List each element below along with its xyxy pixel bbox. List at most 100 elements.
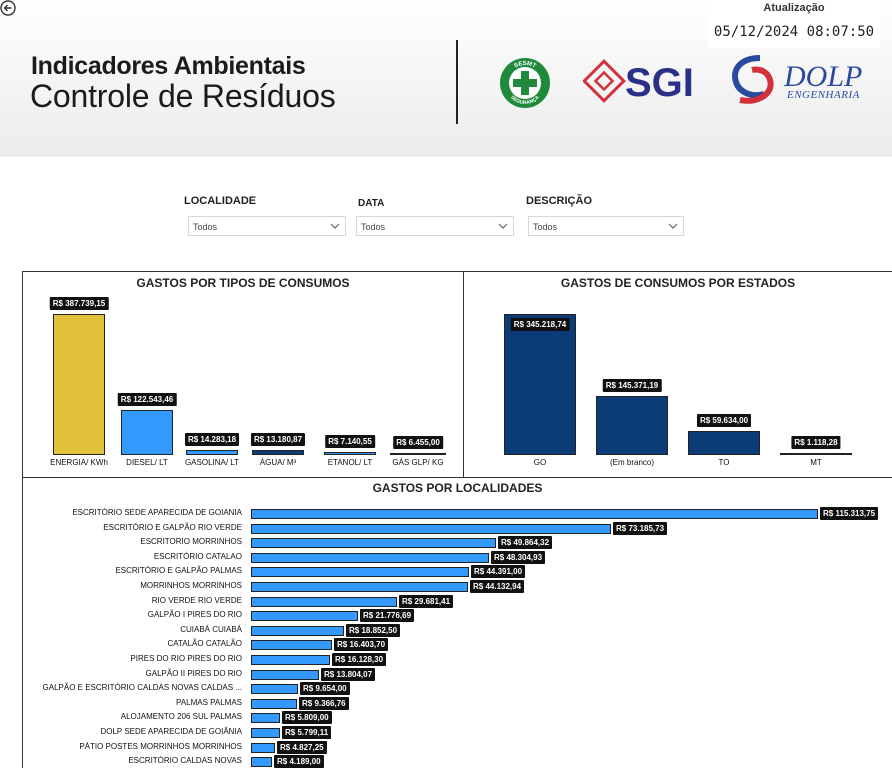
bar[interactable] xyxy=(251,743,275,753)
update-label: Atualização xyxy=(763,2,825,14)
bar-value-label: R$ 44.132,94 xyxy=(470,580,525,593)
category-label: TO xyxy=(718,458,730,467)
bar[interactable] xyxy=(251,640,332,650)
bar-value-label: R$ 6.455,00 xyxy=(393,436,443,449)
bar-value-label: R$ 122.543,46 xyxy=(117,393,177,406)
bar[interactable] xyxy=(251,699,297,709)
bar[interactable] xyxy=(596,396,668,455)
bar[interactable] xyxy=(251,655,330,665)
report-subtitle: Controle de Resíduos xyxy=(30,78,336,114)
bar-value-label: R$ 13.180,87 xyxy=(250,433,306,446)
chart-consumption-types-title: GASTOS POR TIPOS DE CONSUMOS xyxy=(136,276,350,290)
bar[interactable] xyxy=(186,450,238,455)
bar-value-label: R$ 5.799,11 xyxy=(282,726,332,739)
bar[interactable] xyxy=(390,453,446,455)
bar[interactable] xyxy=(53,314,105,455)
category-label: MT xyxy=(810,458,822,467)
filter-data-select[interactable]: Todos xyxy=(356,216,514,236)
bar[interactable] xyxy=(251,509,818,519)
bar[interactable] xyxy=(251,524,611,534)
location-label: CUIABÁ CUIABÁ xyxy=(180,625,242,634)
bar[interactable] xyxy=(251,538,496,548)
location-label: RIO VERDE RIO VERDE xyxy=(151,596,242,605)
chevron-down-icon xyxy=(498,223,508,229)
location-label: ESCRITÓRIO CALDAS NOVAS xyxy=(128,756,242,765)
bar-value-label: R$ 1.118,28 xyxy=(791,436,841,449)
chevron-down-icon xyxy=(668,223,678,229)
filter-localidade-select[interactable]: Todos xyxy=(188,216,346,236)
report-header: Indicadores Ambientais Controle de Resíd… xyxy=(0,0,892,157)
bar[interactable] xyxy=(251,553,489,563)
bar[interactable] xyxy=(688,431,760,455)
bar[interactable] xyxy=(251,611,358,621)
filter-descricao: DESCRIÇÃO xyxy=(526,195,592,207)
location-label: ALOJAMENTO 206 SUL PALMAS xyxy=(120,712,242,721)
category-label: ÁGUA/ M³ xyxy=(259,458,297,467)
bar-value-label: R$ 7.140,55 xyxy=(325,435,375,448)
sesmt-bottom-text: SEGURANÇA xyxy=(509,94,541,106)
bar[interactable] xyxy=(251,626,344,636)
category-label: GASOLINA/ LT xyxy=(184,458,240,467)
filter-localidade-value: Todos xyxy=(193,222,218,232)
location-label: GALPÃO E ESCRITÓRIO CALDAS NOVAS CALDAS … xyxy=(42,683,242,692)
bar[interactable] xyxy=(121,410,173,455)
dolp-text: DOLP xyxy=(783,60,862,93)
filter-localidade-label: LOCALIDADE xyxy=(184,195,257,207)
filter-descricao-select[interactable]: Todos xyxy=(528,216,684,236)
bar-value-label: R$ 59.634,00 xyxy=(696,414,752,427)
bar-value-label: R$ 13.804,07 xyxy=(321,668,376,681)
back-arrow-icon[interactable] xyxy=(0,0,18,18)
svg-text:SEGURANÇA: SEGURANÇA xyxy=(509,94,541,106)
bar-value-label: R$ 16.403,70 xyxy=(334,638,389,651)
bar[interactable] xyxy=(251,582,468,592)
category-label: DIESEL/ LT xyxy=(126,458,168,467)
bar[interactable] xyxy=(251,670,319,680)
update-timestamp: 05/12/2024 08:07:50 xyxy=(713,24,875,40)
location-label: CATALÃO CATALÃO xyxy=(167,639,242,648)
svg-text:SESMT: SESMT xyxy=(513,61,537,70)
sgi-logo: SGI xyxy=(583,59,694,104)
bar-value-label: R$ 145.371,19 xyxy=(602,379,662,392)
bar-value-label: R$ 5.809,00 xyxy=(282,711,332,724)
dolp-logo: DOLP ENGENHARIA xyxy=(732,55,862,104)
bar[interactable] xyxy=(324,452,376,455)
filter-descricao-value: Todos xyxy=(533,222,558,232)
bar[interactable] xyxy=(251,597,397,607)
bar-value-label: R$ 18.852,50 xyxy=(346,624,401,637)
dolp-subtext: ENGENHARIA xyxy=(786,89,860,101)
bar-value-label: R$ 387.739,15 xyxy=(49,297,109,310)
bar[interactable] xyxy=(252,450,304,455)
bar[interactable] xyxy=(251,684,298,694)
category-label: GÁS GLP/ KG xyxy=(392,458,444,467)
bar[interactable] xyxy=(504,314,576,455)
bar-value-label: R$ 44.391,00 xyxy=(471,565,526,578)
category-label: (Em branco) xyxy=(609,458,655,467)
bar[interactable] xyxy=(251,728,280,738)
bar[interactable] xyxy=(251,713,280,723)
chart-locations: GASTOS POR LOCALIDADES ESCRITÓRIO SEDE A… xyxy=(22,477,892,768)
bar[interactable] xyxy=(251,757,272,767)
sesmt-logo: SESMT SEGURANÇA xyxy=(500,58,550,108)
bar-value-label: R$ 9.654,00 xyxy=(300,682,350,695)
category-label: ETANOL/ LT xyxy=(327,458,373,467)
location-label: PÁTIO POSTES MORRINHOS MORRINHOS xyxy=(79,742,242,751)
bar[interactable] xyxy=(780,453,852,455)
filter-data-label: DATA xyxy=(358,198,385,209)
bar-value-label: R$ 4.827,25 xyxy=(277,741,327,754)
bar-value-label: R$ 4.189,00 xyxy=(274,755,324,768)
bar-value-label: R$ 29.681,41 xyxy=(399,595,454,608)
location-label: PALMAS PALMAS xyxy=(176,698,242,707)
chart-states: GASTOS DE CONSUMOS POR ESTADOS R$ 345.21… xyxy=(463,271,892,478)
update-box: Atualização 05/12/2024 08:07:50 xyxy=(708,0,880,48)
bar-value-label: R$ 73.185,73 xyxy=(613,522,668,535)
category-label: ENERGIA/ KWh xyxy=(50,458,108,467)
bar[interactable] xyxy=(251,567,469,577)
bar-value-label: R$ 48.304,93 xyxy=(491,551,546,564)
header-divider xyxy=(456,40,458,124)
location-label: ESCRITÓRIO E GALPÃO RIO VERDE xyxy=(103,523,242,532)
location-label: DOLP SEDE APARECIDA DE GOIÂNIA xyxy=(100,727,242,736)
bar-value-label: R$ 16.128,30 xyxy=(332,653,387,666)
sgi-text: SGI xyxy=(625,61,694,104)
bar-value-label: R$ 49.864,32 xyxy=(498,536,553,549)
bar-value-label: R$ 115.313,75 xyxy=(820,507,879,520)
